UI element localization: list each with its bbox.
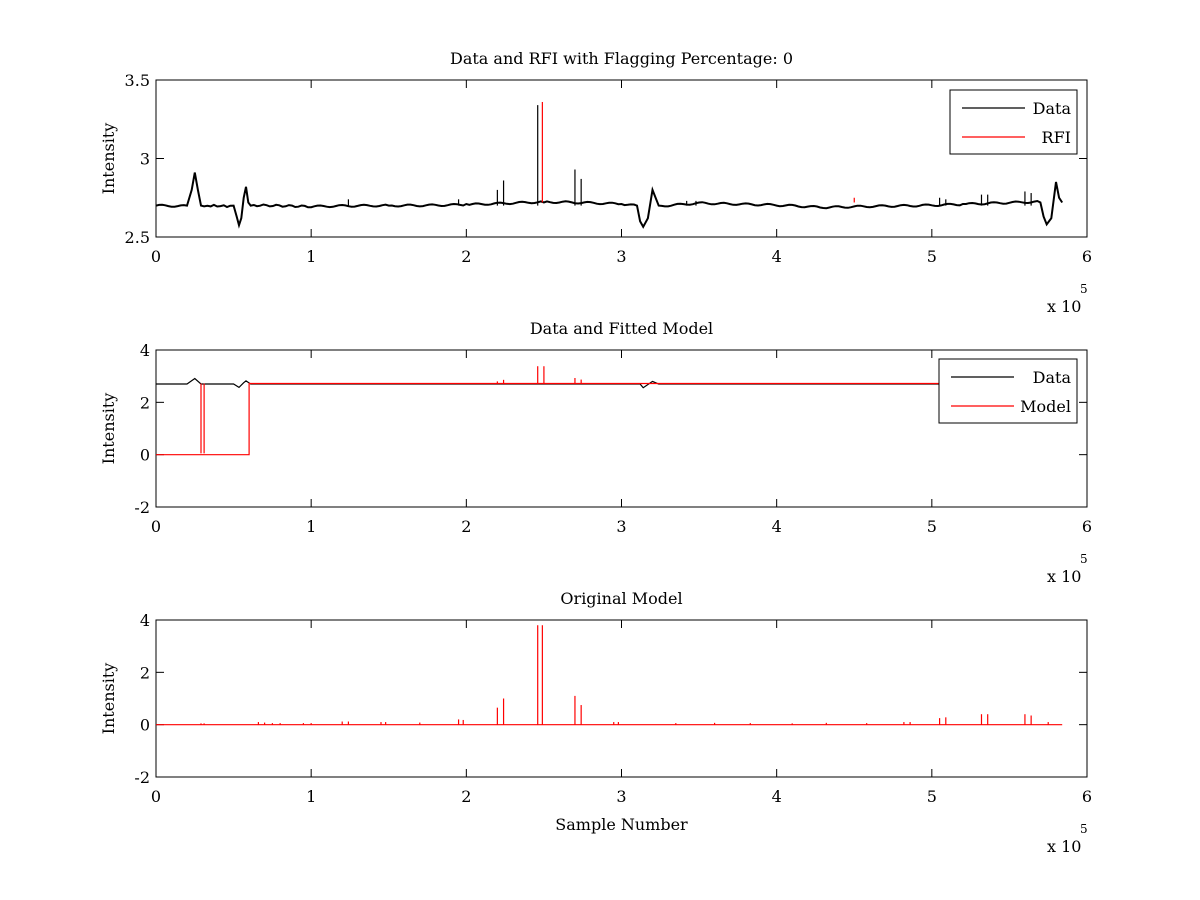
chart-title: Original Model	[560, 589, 682, 608]
legend: Data RFI	[949, 89, 1078, 155]
series-group	[156, 101, 1064, 229]
y-tick-label: 2.5	[125, 228, 150, 247]
y-tick-label: -2	[134, 768, 150, 787]
series-model-line	[156, 382, 1063, 456]
x-multiplier-label: x 10	[1047, 837, 1081, 856]
x-tick-label: 4	[772, 247, 782, 266]
x-tick-label: 0	[151, 517, 161, 536]
chart-title: Data and RFI with Flagging Percentage: 0	[450, 49, 793, 68]
x-multiplier-label: x 10	[1047, 297, 1081, 316]
y-tick-label: 0	[140, 716, 150, 735]
x-tick-label: 1	[306, 247, 316, 266]
x-tick-label: 5	[927, 517, 937, 536]
x-tick-label: 4	[772, 787, 782, 806]
x-tick-label: 3	[616, 517, 626, 536]
legend-box	[949, 89, 1078, 155]
y-axis-label: Intensity	[99, 663, 118, 735]
y-tick-label: 4	[140, 611, 150, 630]
legend-label: Data	[1033, 99, 1072, 118]
x-tick-label: 0	[151, 247, 161, 266]
legend-label: RFI	[1042, 128, 1071, 147]
y-tick-label: -2	[134, 498, 150, 517]
y-tick-label: 0	[140, 446, 150, 465]
series-group	[156, 625, 1063, 726]
x-tick-label: 6	[1082, 517, 1092, 536]
y-tick-label: 2	[140, 393, 150, 412]
legend-label: Data	[1033, 368, 1072, 387]
x-exponent-label: 5	[1080, 282, 1088, 296]
y-tick-label: 4	[140, 341, 150, 360]
y-tick-label: 2	[140, 663, 150, 682]
chart-title: Data and Fitted Model	[530, 319, 713, 338]
x-tick-label: 4	[772, 517, 782, 536]
y-axis-label: Intensity	[99, 393, 118, 465]
x-exponent-label: 5	[1080, 822, 1088, 836]
x-tick-label: 3	[616, 787, 626, 806]
y-tick-label: 3.5	[125, 71, 150, 90]
legend-box	[938, 358, 1078, 424]
x-axis-label: Sample Number	[555, 815, 688, 834]
x-tick-label: 1	[306, 517, 316, 536]
x-tick-label: 6	[1082, 787, 1092, 806]
series-data-line	[156, 172, 1064, 229]
x-tick-label: 5	[927, 787, 937, 806]
x-tick-label: 2	[461, 517, 471, 536]
x-tick-label: 2	[461, 247, 471, 266]
x-tick-label: 3	[616, 247, 626, 266]
y-tick-label: 3	[140, 150, 150, 169]
x-exponent-label: 5	[1080, 552, 1088, 566]
x-tick-label: 6	[1082, 247, 1092, 266]
x-tick-label: 2	[461, 787, 471, 806]
y-axis-label: Intensity	[99, 123, 118, 195]
x-tick-label: 0	[151, 787, 161, 806]
axes-box	[155, 619, 1088, 778]
x-multiplier-label: x 10	[1047, 567, 1081, 586]
x-tick-label: 5	[927, 247, 937, 266]
axes-box	[155, 79, 1088, 238]
x-tick-label: 1	[306, 787, 316, 806]
legend-label: Model	[1020, 397, 1071, 416]
legend: Data Model	[938, 358, 1078, 424]
